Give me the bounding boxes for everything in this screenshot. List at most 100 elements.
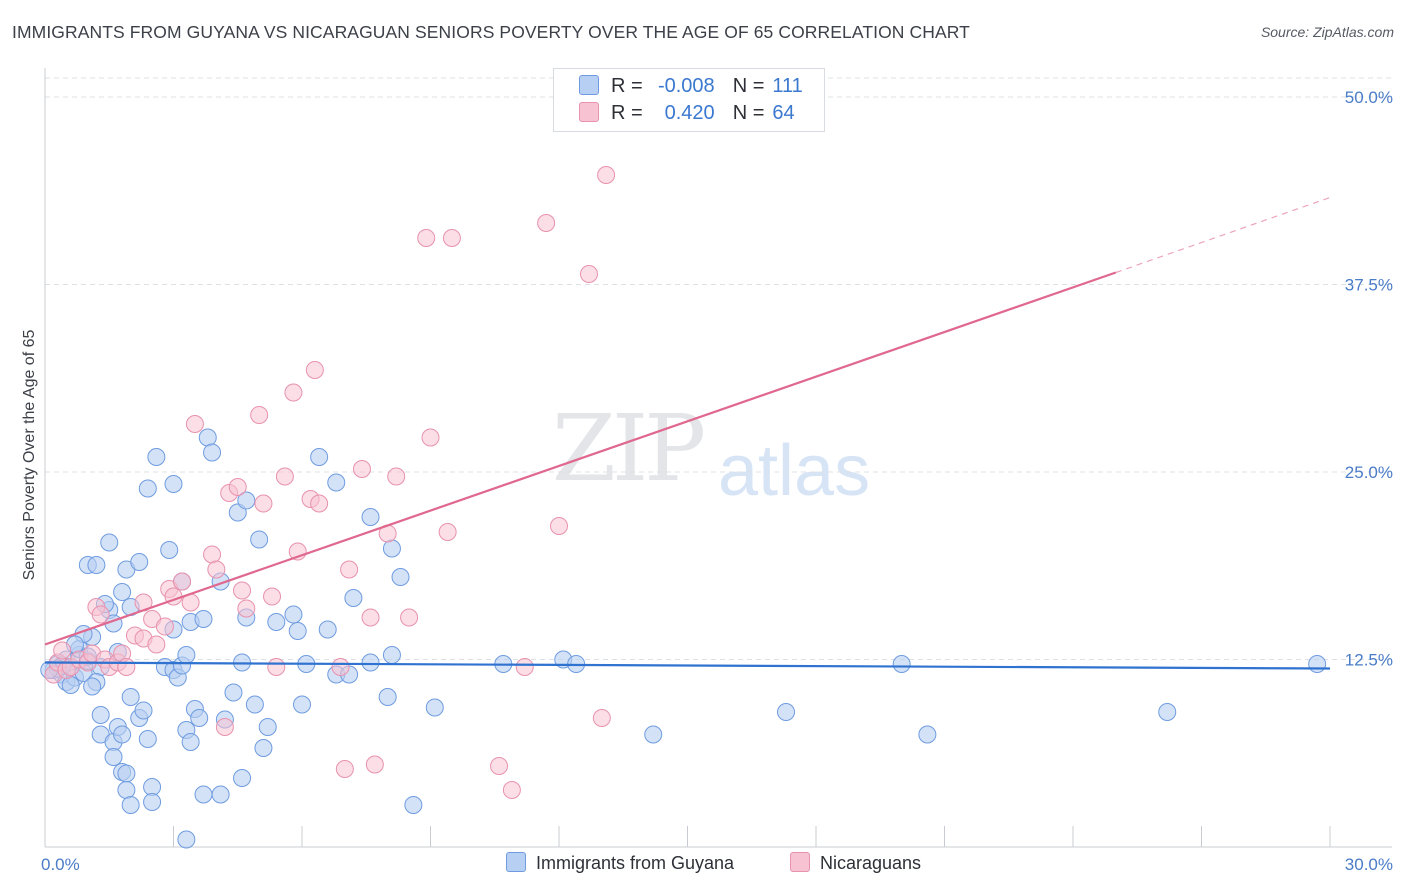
guyana-point [121,688,140,706]
guyana-point [211,785,230,804]
y-tick-label: 50.0% [1345,88,1393,107]
nicaraguans-point [91,605,110,624]
guyana-point [288,622,307,640]
nicaraguans-point [228,478,247,496]
chart-title: IMMIGRANTS FROM GUYANA VS NICARAGUAN SEN… [12,22,970,42]
guyana-point [198,428,217,447]
nicaraguans-point [579,265,598,283]
guyana-point [1308,655,1327,673]
guyana-point [143,793,162,811]
guyana-point [382,539,401,558]
guyana-point [91,706,110,724]
guyana-point [138,730,157,748]
guyana-point [190,709,209,727]
nicaraguans-trend-extension [1115,196,1331,274]
nicaraguans-point [400,608,419,627]
trend-lines [44,196,1331,670]
nicaraguans-point [365,755,384,774]
guyana-point [104,748,123,766]
x-tick-label: 0.0% [41,855,80,874]
guyana-point [361,653,380,672]
legend-r-label: R = [611,102,643,124]
nicaraguans-point [442,229,461,247]
nicaraguans-point [515,658,534,676]
guyana-point [382,646,401,664]
guyana-point [391,568,410,586]
nicaraguans-point [147,635,166,654]
nicaraguans-point [597,166,616,184]
tick-labels: 12.5% 25.0% 37.5% 50.0% 0.0% 30.0% [41,88,1393,874]
correlation-legend: R = -0.008 N = 111 R = 0.420 N = 64 [553,68,825,132]
legend-n-label: N = [732,102,765,124]
guyana-point [160,541,179,559]
nicaraguans-point [331,658,350,676]
nicaraguans-point [263,587,282,606]
nicaraguans-point [53,641,72,660]
guyana-point [318,620,337,639]
guyana-point [130,553,149,571]
nicaraguans-point [361,608,380,627]
guyana-point [181,733,200,751]
nicaraguans-point [592,709,611,727]
nicaraguans-point [203,545,222,564]
guyana-point [194,785,213,804]
legend-n-value: 64 [772,102,795,124]
guyana-point [237,491,256,510]
guyana-point [143,778,162,796]
guyana-trend-line [44,661,1331,670]
legend-r-value: -0.008 [657,75,715,97]
legend-r-value: 0.420 [664,102,715,124]
guyana-point [117,764,136,783]
nicaraguans-point [237,599,256,618]
guyana-point [203,443,222,462]
guyana-point [425,698,444,717]
guyana-point [344,589,363,607]
nicaraguans-point [117,658,136,676]
bottom-legend-label: Immigrants from Guyana [536,853,735,873]
guyana-point [87,556,106,574]
nicaraguans-point [502,781,521,799]
bottom-legend-guyana: Immigrants from Guyana [506,852,734,874]
guyana-point [361,508,380,526]
guyana-point [310,448,329,466]
nicaraguans-point [305,361,324,379]
bottom-legend-swatch-blue [506,852,526,872]
nicaraguans-point [335,760,354,778]
nicaraguans-point [352,460,371,478]
nicaraguans-point [438,523,457,541]
y-tick-label: 37.5% [1345,276,1393,295]
legend-n-value: 111 [772,75,803,97]
nicaraguans-point [537,214,556,232]
guyana-point [404,796,423,814]
guyana-point [224,683,243,702]
legend-swatch-pink [579,102,599,122]
bottom-legend-swatch-pink [790,852,810,872]
guyana-point [61,676,80,694]
nicaraguans-point [284,383,303,402]
nicaraguans-point [250,406,269,424]
legend-n-label: N = [732,75,765,97]
nicaraguans-point [254,494,273,513]
guyana-point [113,725,132,744]
nicaraguans-point [310,494,329,513]
x-tick-label: 30.0% [1345,855,1393,874]
axes [44,68,1392,848]
gridlines [45,77,1392,660]
nicaraguans-point [387,467,406,486]
guyana-point [134,701,153,720]
guyana-point [194,610,213,628]
guyana-point [138,479,157,498]
series-guyana-points [40,428,1327,849]
guyana-point [250,530,269,549]
guyana-point [267,613,286,631]
guyana-point [254,739,273,757]
nicaraguans-point [421,428,440,447]
guyana-point [644,725,663,744]
legend-row-guyana: R = -0.008 N = 111 [579,75,803,99]
guyana-point [327,473,346,492]
nicaraguans-point [340,560,359,579]
guyana-point [113,583,132,601]
guyana-point [293,695,311,714]
bottom-legend-label: Nicaraguans [820,853,922,873]
